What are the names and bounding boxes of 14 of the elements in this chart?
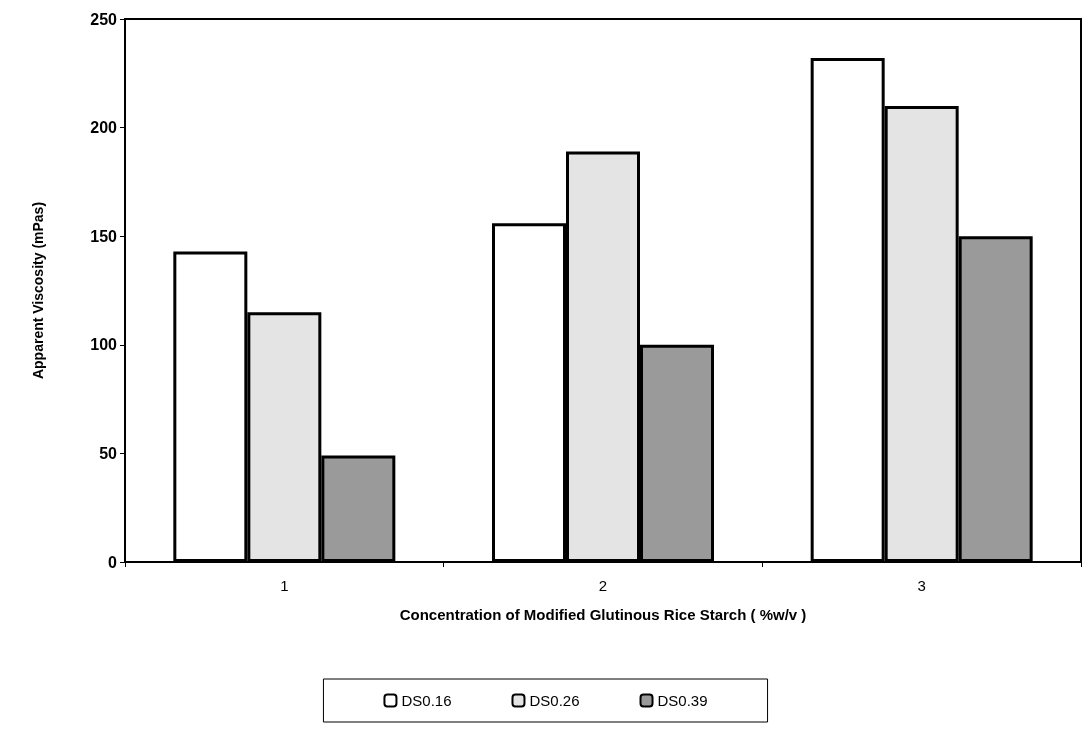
y-tick-label: 0 — [108, 553, 118, 571]
y-tick-label: 150 — [90, 227, 118, 245]
x-axis-title: Concentration of Modified Glutinous Rice Starch ( %w/v ) — [399, 606, 807, 623]
x-tick-label: 1 — [280, 577, 289, 594]
y-tick-label: 200 — [90, 119, 118, 137]
x-tick-label: 3 — [917, 577, 926, 594]
y-tick-label: 50 — [99, 444, 118, 462]
legend-label: DS0.26 — [529, 692, 580, 709]
legend-label: DS0.39 — [657, 692, 708, 709]
legend-label: DS0.16 — [401, 692, 452, 709]
y-axis-title: Apparent Viscosity (mPas) — [30, 201, 46, 380]
y-tick-label: 250 — [90, 10, 118, 28]
y-tick-label: 100 — [90, 336, 118, 354]
x-tick-label: 2 — [598, 577, 608, 594]
